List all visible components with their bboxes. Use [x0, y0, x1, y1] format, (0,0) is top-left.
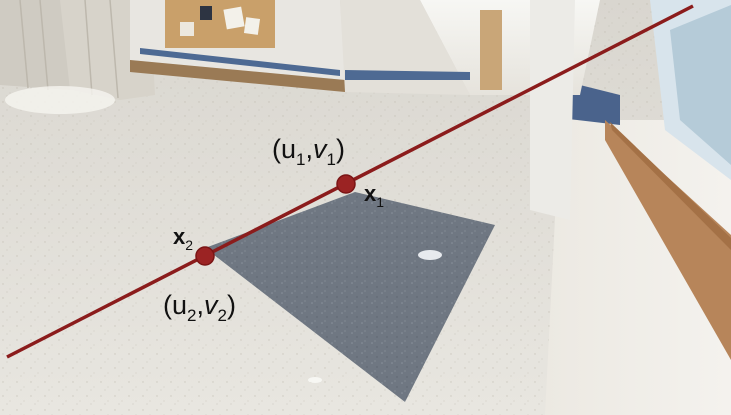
point-x1: [337, 175, 355, 193]
column: [530, 0, 575, 220]
door: [480, 10, 502, 90]
point-x2: [196, 247, 214, 265]
locker-bank: [0, 0, 70, 90]
